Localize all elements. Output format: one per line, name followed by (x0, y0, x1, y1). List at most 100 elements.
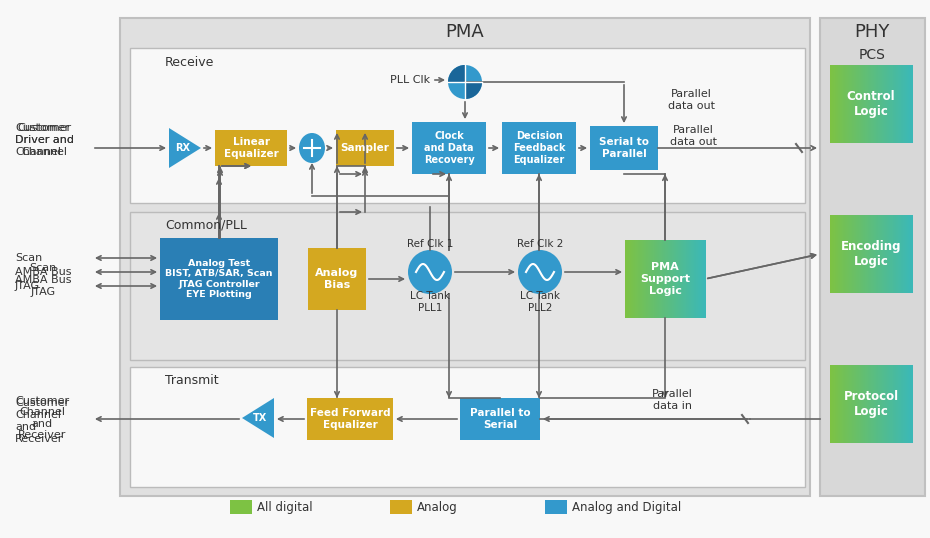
Bar (897, 365, 899, 443)
Bar (651, 240, 653, 318)
Bar (885, 365, 887, 443)
Bar (130, 212, 805, 360)
Text: Ref Clk 1: Ref Clk 1 (406, 239, 453, 249)
Bar (837, 215, 839, 293)
Bar (886, 65, 888, 143)
Bar (667, 240, 669, 318)
Bar (671, 240, 672, 318)
Bar (907, 65, 909, 143)
Bar (502, 122, 576, 174)
Bar (869, 365, 870, 443)
Bar (685, 240, 686, 318)
Text: Decision
Feedback
Equalizer: Decision Feedback Equalizer (512, 131, 565, 165)
Bar (903, 215, 904, 293)
Bar (215, 130, 287, 166)
Text: JTAG: JTAG (15, 281, 40, 291)
Bar (835, 65, 837, 143)
Bar (870, 365, 871, 443)
Bar (700, 240, 701, 318)
Bar (886, 215, 888, 293)
Bar (858, 365, 860, 443)
Bar (847, 365, 849, 443)
Bar (866, 365, 868, 443)
Ellipse shape (299, 133, 325, 163)
Bar (873, 65, 874, 143)
Bar (859, 65, 861, 143)
Bar (895, 65, 897, 143)
Bar (682, 240, 684, 318)
Wedge shape (448, 65, 465, 82)
Bar (628, 240, 630, 318)
Bar (853, 65, 854, 143)
Bar (678, 240, 680, 318)
Bar (836, 215, 838, 293)
Bar (644, 240, 645, 318)
Text: PHY: PHY (855, 23, 890, 41)
Bar (855, 215, 857, 293)
Bar (910, 65, 911, 143)
Text: TX: TX (253, 413, 267, 423)
Bar (130, 367, 805, 487)
Bar (911, 215, 912, 293)
Bar (853, 215, 854, 293)
Bar (854, 65, 855, 143)
Bar (911, 65, 912, 143)
Text: Channel: Channel (15, 147, 61, 157)
Text: Encoding
Logic: Encoding Logic (841, 240, 901, 268)
Bar (638, 240, 640, 318)
Bar (877, 365, 879, 443)
Bar (590, 126, 658, 170)
Bar (901, 215, 902, 293)
Bar (701, 240, 702, 318)
Text: Sampler: Sampler (340, 143, 390, 153)
Bar (852, 215, 853, 293)
Bar (856, 65, 857, 143)
Bar (840, 65, 842, 143)
Circle shape (518, 250, 562, 294)
Bar (674, 240, 675, 318)
Bar (903, 65, 904, 143)
Bar (692, 240, 694, 318)
Bar (626, 240, 628, 318)
Bar (663, 240, 665, 318)
Bar (856, 365, 857, 443)
Bar (633, 240, 634, 318)
Text: Analog: Analog (417, 501, 458, 514)
Bar (887, 65, 889, 143)
Bar (843, 65, 844, 143)
Bar (879, 65, 881, 143)
Bar (831, 215, 832, 293)
Text: Driver and: Driver and (15, 135, 74, 145)
Bar (891, 65, 892, 143)
Bar (843, 215, 844, 293)
Bar (862, 365, 863, 443)
Bar (880, 215, 882, 293)
Bar (875, 215, 877, 293)
Bar (864, 215, 865, 293)
Bar (886, 365, 888, 443)
Bar (884, 65, 886, 143)
Bar (630, 240, 631, 318)
Bar (832, 215, 833, 293)
Bar (545, 500, 567, 514)
Bar (864, 65, 865, 143)
Bar (904, 365, 905, 443)
Bar (848, 215, 850, 293)
Text: and: and (15, 422, 36, 432)
Bar (834, 65, 836, 143)
Bar (876, 365, 878, 443)
Text: Customer: Customer (15, 398, 69, 408)
Text: Control
Logic: Control Logic (846, 90, 896, 118)
Bar (857, 65, 859, 143)
Bar (888, 65, 890, 143)
Bar (632, 240, 633, 318)
Bar (872, 65, 873, 143)
Bar (868, 365, 870, 443)
Bar (854, 365, 855, 443)
Bar (840, 365, 842, 443)
Bar (653, 240, 655, 318)
Bar (847, 215, 849, 293)
Bar (909, 215, 910, 293)
Bar (907, 215, 909, 293)
Bar (694, 240, 696, 318)
